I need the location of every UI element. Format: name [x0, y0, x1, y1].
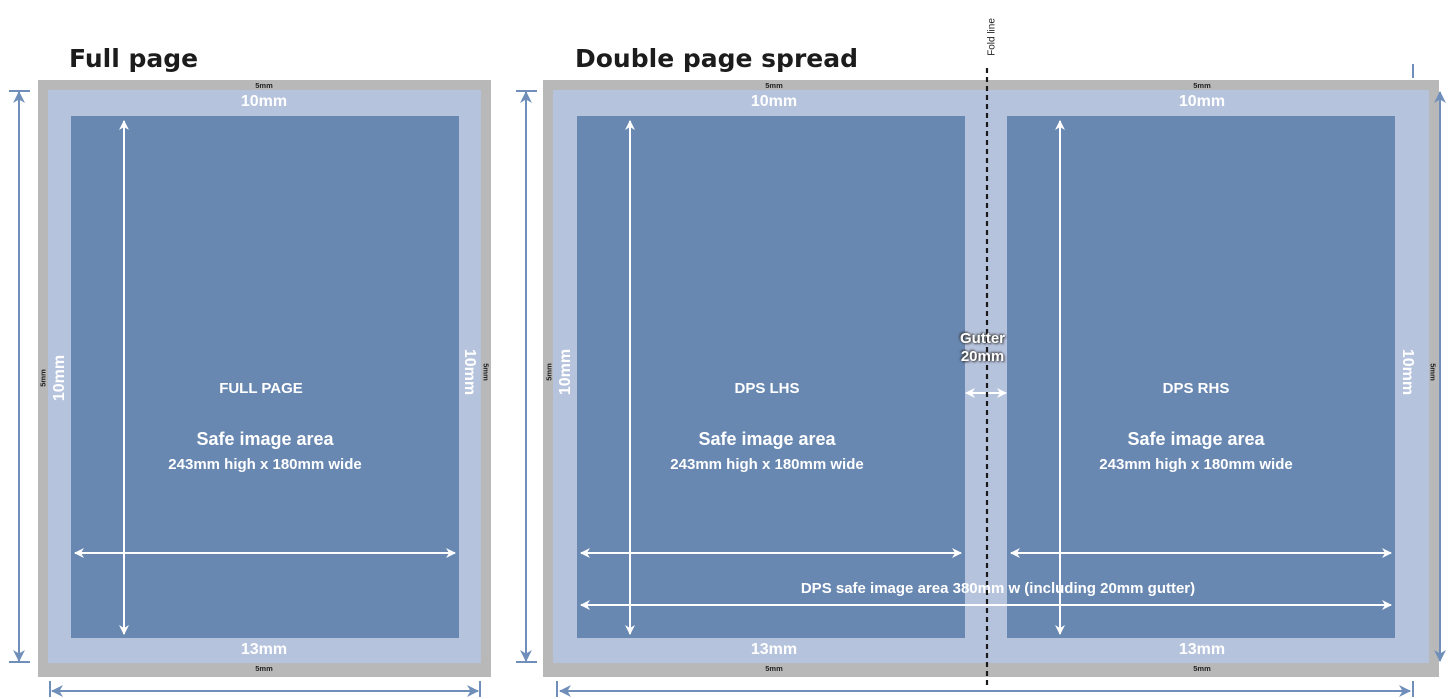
dps-total-label: DPS safe image area 380mm w (including 2… [801, 580, 1195, 597]
gutter-text: Gutter [960, 330, 1005, 348]
gutter-label: Gutter 20mm [960, 330, 1005, 366]
gutter-size: 20mm [960, 348, 1005, 366]
fold-line-label: Fold line [987, 18, 998, 56]
